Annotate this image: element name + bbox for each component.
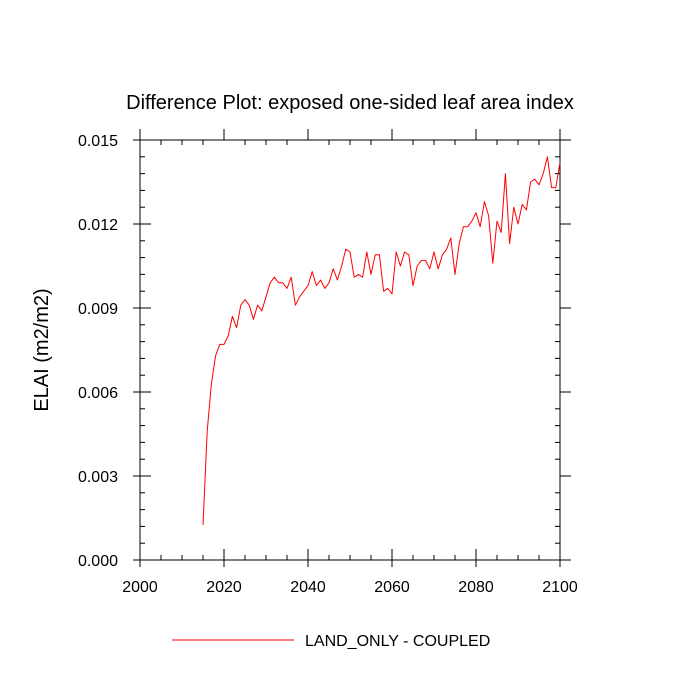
plot-frame bbox=[139, 139, 561, 561]
x-tick-label: 2020 bbox=[206, 579, 242, 596]
x-tick-label: 2100 bbox=[542, 579, 578, 596]
series-layer bbox=[202, 156, 561, 526]
y-tick-label: 0.000 bbox=[78, 553, 118, 570]
y-tick-labels: 0.000 0.003 0.006 0.009 0.012 0.015 bbox=[78, 133, 118, 570]
chart-title: Difference Plot: exposed one-sided leaf … bbox=[126, 92, 574, 114]
y-tick-label: 0.015 bbox=[78, 133, 118, 150]
x-tick-label: 2080 bbox=[458, 579, 494, 596]
series-line bbox=[202, 156, 561, 526]
x-tick-label: 2060 bbox=[374, 579, 410, 596]
legend-label: LAND_ONLY - COUPLED bbox=[305, 633, 490, 650]
minor-ticks bbox=[140, 140, 560, 560]
x-tick-labels: 2000 2020 2040 2060 2080 2100 bbox=[122, 579, 578, 596]
y-tick-label: 0.009 bbox=[78, 301, 118, 318]
x-tick-label: 2040 bbox=[290, 579, 326, 596]
y-tick-label: 0.012 bbox=[78, 217, 118, 234]
y-axis-label: ELAI (m2/m2) bbox=[31, 288, 53, 411]
y-tick-label: 0.003 bbox=[78, 469, 118, 486]
y-tick-label: 0.006 bbox=[78, 385, 118, 402]
major-ticks bbox=[133, 129, 571, 567]
x-tick-label: 2000 bbox=[122, 579, 158, 596]
legend: LAND_ONLY - COUPLED bbox=[172, 633, 490, 650]
